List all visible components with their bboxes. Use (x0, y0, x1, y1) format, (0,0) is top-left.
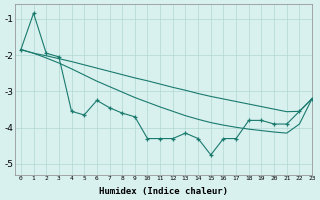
X-axis label: Humidex (Indice chaleur): Humidex (Indice chaleur) (99, 187, 228, 196)
